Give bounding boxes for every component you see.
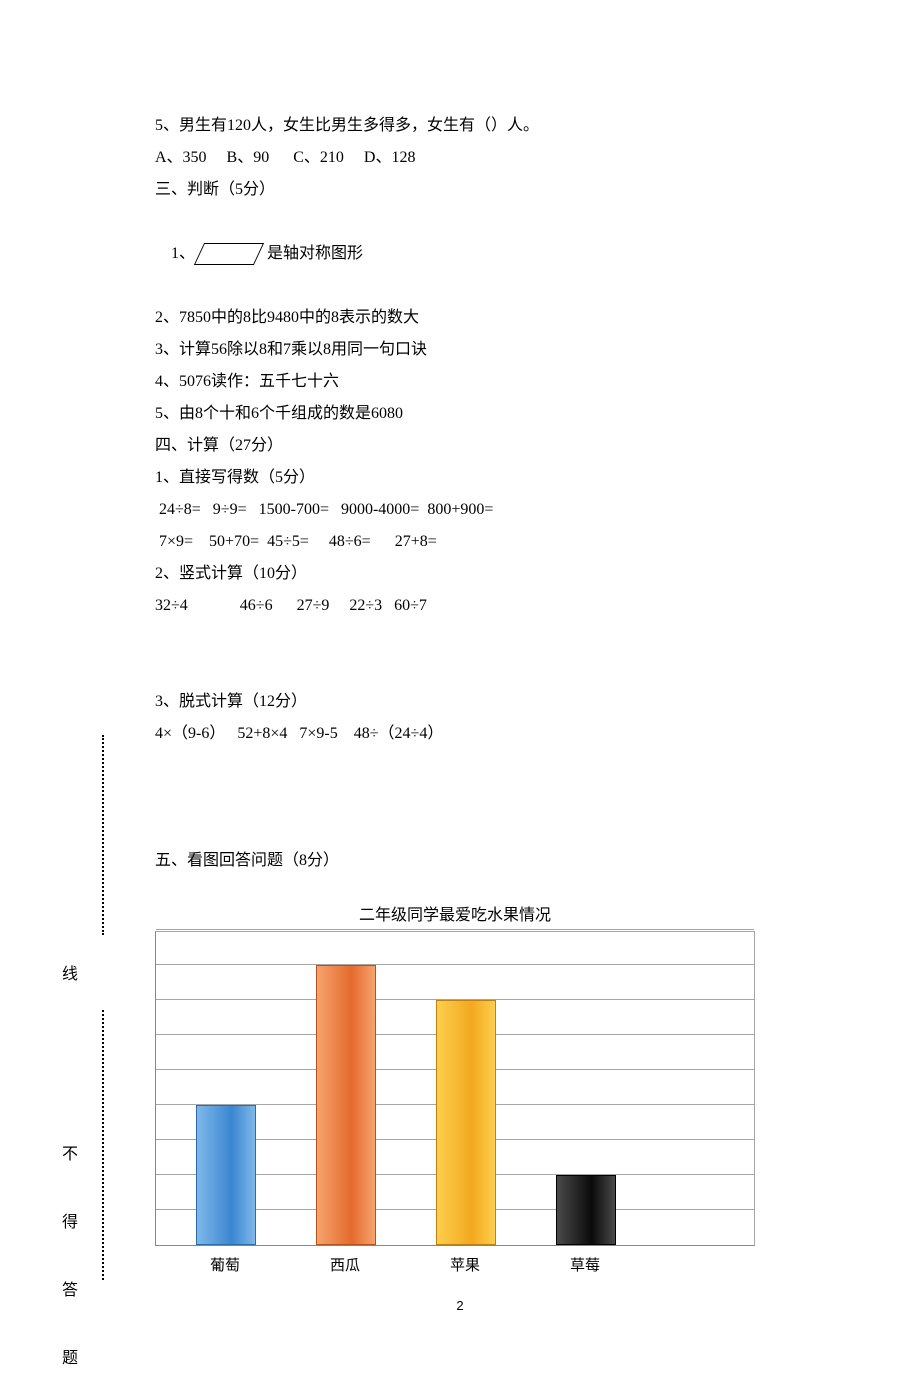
q5-options: A、350 B、90 C、210 D、128 [155,142,920,174]
chart-bar [556,1175,616,1245]
parallelogram-shape [194,243,264,265]
chart-container: 二年级同学最爱吃水果情况 葡萄 西瓜 苹果 草莓 [155,901,755,1278]
chart-bar [436,1000,496,1245]
section5-title: 五、看图回答问题（8分） [155,845,920,877]
s4-row2: 7×9= 50+70= 45÷5= 48÷6= 27+8= [155,526,920,558]
section4-title: 四、计算（27分） [155,430,920,462]
chart-x-label: 葡萄 [210,1254,240,1275]
bar-chart [155,931,755,1246]
chart-gridline [156,929,754,930]
s3-item3: 3、计算56除以8和7乘以8用同一句口诀 [155,334,920,366]
section3-title: 三、判断（5分） [155,174,920,206]
s4-sub3: 3、脱式计算（12分） [155,686,920,718]
chart-x-labels: 葡萄 西瓜 苹果 草莓 [155,1254,755,1278]
s3-item4: 4、5076读作：五千七十六 [155,366,920,398]
page: 5、男生有120人，女生比男生多得多，女生有（）人。 A、350 B、90 C、… [0,0,920,1338]
s3-1-prefix: 1、 [171,245,195,262]
chart-x-label: 苹果 [450,1254,480,1275]
s4-sub1: 1、直接写得数（5分） [155,462,920,494]
s4-sub3-items: 4×（9-6） 52+8×4 7×9-5 48÷（24÷4） [155,718,920,750]
q5-text: 5、男生有120人，女生比男生多得多，女生有（）人。 [155,110,920,142]
chart-gridline [156,964,754,965]
s3-item1: 1、 是轴对称图形 [155,206,920,302]
chart-x-label: 西瓜 [330,1254,360,1275]
chart-bar [316,965,376,1245]
chart-x-label: 草莓 [570,1254,600,1275]
s4-sub2-items: 32÷4 46÷6 27÷9 22÷3 60÷7 [155,590,920,622]
s4-row1: 24÷8= 9÷9= 1500-700= 9000-4000= 800+900= [155,494,920,526]
chart-title: 二年级同学最爱吃水果情况 [155,901,755,925]
s3-item5: 5、由8个十和6个千组成的数是6080 [155,398,920,430]
s3-item2: 2、7850中的8比9480中的8表示的数大 [155,302,920,334]
s4-sub2: 2、竖式计算（10分） [155,558,920,590]
page-number: 2 [0,1298,920,1313]
s3-1-suffix: 是轴对称图形 [263,245,363,262]
chart-bar [196,1105,256,1245]
